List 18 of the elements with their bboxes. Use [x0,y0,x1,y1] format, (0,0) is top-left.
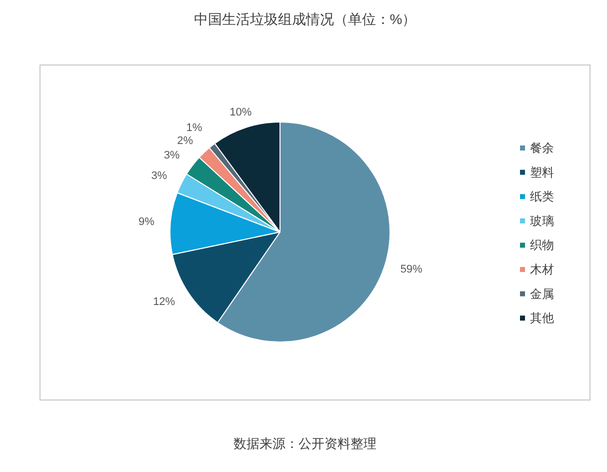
legend-label: 玻璃 [530,214,554,228]
data-label: 59% [400,263,423,276]
data-label: 3% [164,150,180,162]
data-label: 3% [151,170,168,182]
legend-label: 塑料 [530,165,554,180]
legend-label: 木材 [530,262,554,276]
legend-label: 纸类 [530,190,554,204]
legend-label: 其他 [530,311,554,326]
chart-title: 中国生活垃圾组成情况（单位：%） [194,11,416,27]
data-label: 2% [177,134,194,147]
data-label: 1% [186,122,202,134]
legend-label: 餐余 [530,141,554,155]
legend-label: 金属 [530,286,554,301]
source-note: 数据来源：公开资料整理 [234,436,376,451]
data-label: 10% [230,106,252,118]
legend-label: 织物 [530,238,554,252]
data-label: 9% [138,216,155,228]
data-label: 12% [153,296,176,308]
